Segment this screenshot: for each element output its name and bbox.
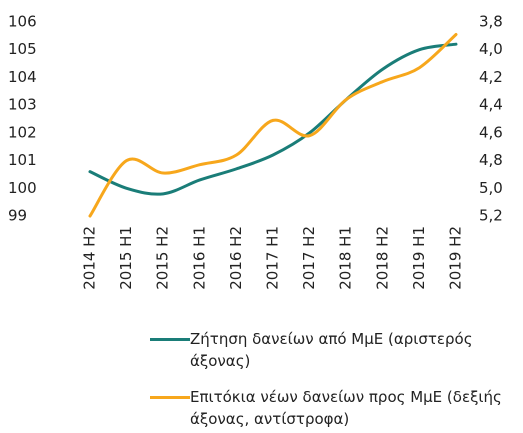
x-tick-label: 2019 H1	[410, 226, 428, 290]
y2-tick-label: 4,2	[479, 68, 503, 86]
y2-tick-label: 4,0	[479, 40, 503, 58]
x-tick-label: 2018 H1	[337, 226, 355, 290]
series-line	[88, 42, 458, 196]
legend-label: Επιτόκια νέων δανείων προς ΜμΕ (δεξιής ά…	[190, 388, 502, 428]
y2-tick-label: 3,8	[479, 13, 503, 31]
y-tick-label: 104	[8, 68, 37, 86]
y2-tick-label: 5,0	[479, 179, 503, 197]
x-tick-label: 2014 H2	[81, 226, 99, 290]
x-tick-label: 2015 H1	[117, 226, 135, 290]
x-tick-label: 2015 H2	[154, 226, 172, 290]
y-tick-label: 101	[8, 151, 37, 169]
x-tick-label: 2018 H2	[373, 226, 391, 290]
series-line	[88, 32, 458, 218]
x-tick-label: 2016 H2	[227, 226, 245, 290]
legend-swatch	[150, 396, 190, 399]
x-tick-label: 2017 H1	[264, 226, 282, 290]
y-tick-label: 102	[8, 123, 37, 141]
legend-label: Ζήτηση δανείων από ΜμΕ (αριστερός άξονας…	[190, 330, 473, 370]
y2-tick-label: 4,8	[479, 151, 503, 169]
x-tick-label: 2016 H1	[190, 226, 208, 290]
y2-tick-label: 4,6	[479, 123, 503, 141]
chart: 99 100 101 102 103 104 105 106 3,8 4,0 4,2 4,4 4,6 4,…	[8, 13, 503, 290]
y2-tick-label: 5,2	[479, 207, 503, 225]
legend-entry: Επιτόκια νέων δανείων προς ΜμΕ (δεξιής ά…	[150, 386, 510, 430]
y-tick-label: 105	[8, 40, 37, 58]
x-tick-label: 2017 H2	[300, 226, 318, 290]
y-tick-label: 100	[8, 179, 37, 197]
legend-swatch	[150, 338, 190, 341]
y2-tick-label: 4,4	[479, 96, 503, 114]
x-tick-label: 2019 H2	[447, 226, 465, 290]
y-tick-label: 99	[8, 207, 27, 225]
y-tick-label: 106	[8, 13, 37, 31]
legend-entry: Ζήτηση δανείων από ΜμΕ (αριστερός άξονας…	[150, 328, 510, 372]
y-tick-label: 103	[8, 96, 37, 114]
